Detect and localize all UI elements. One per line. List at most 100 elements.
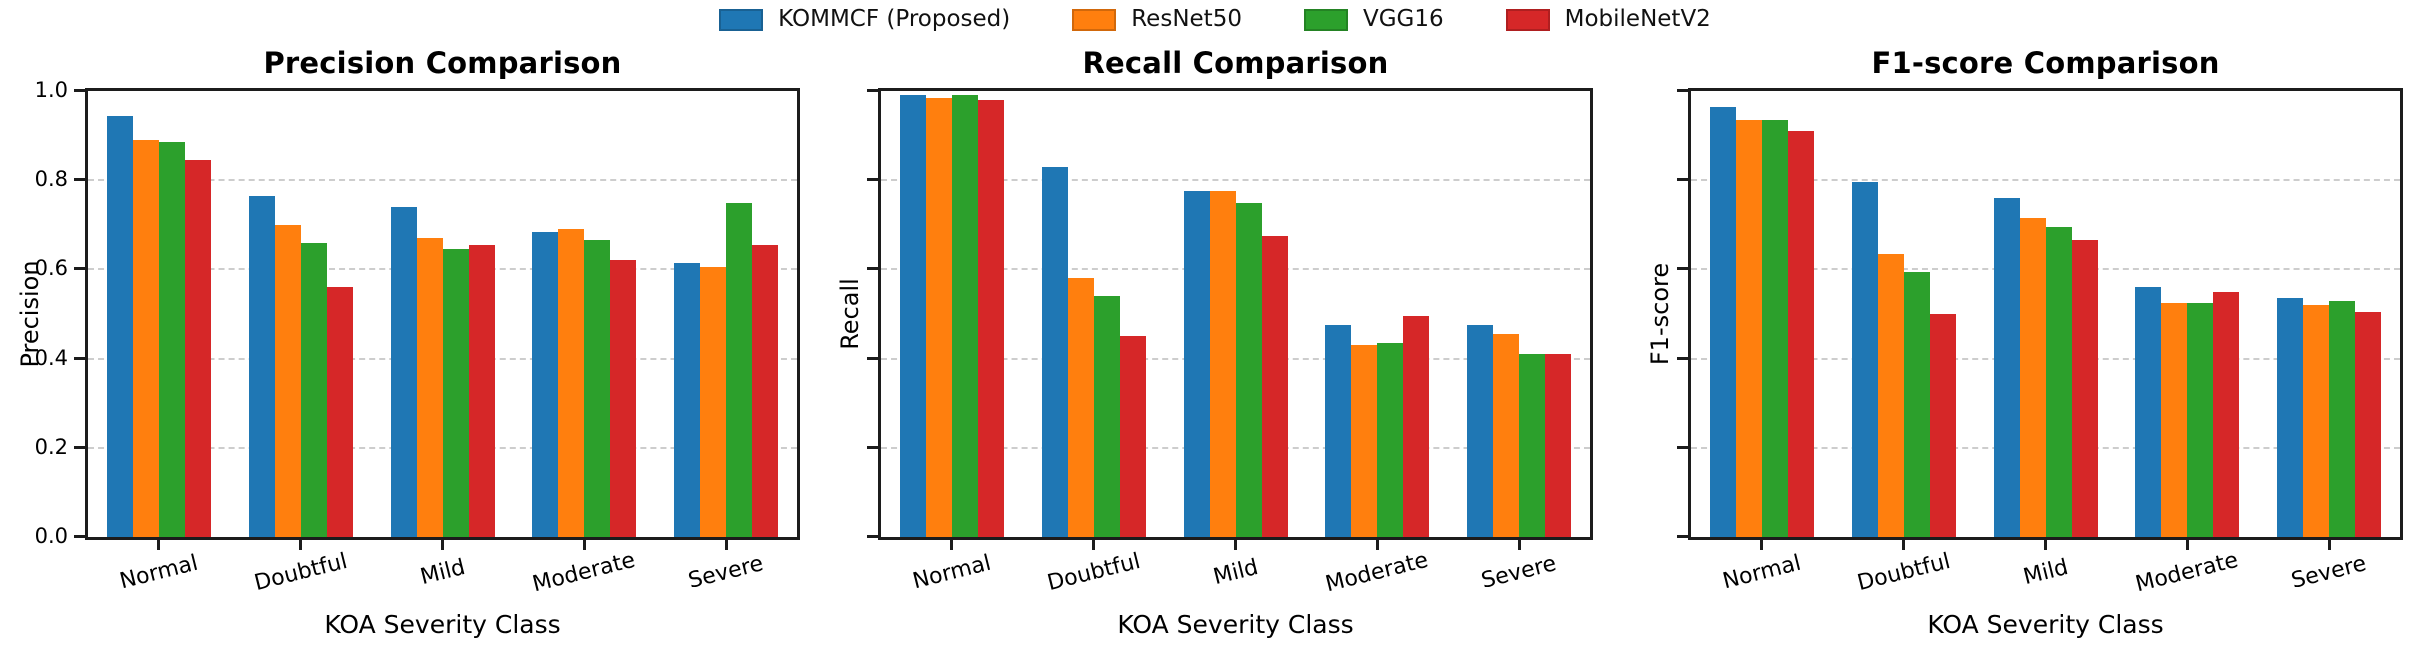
bar-kommcf-proposed-normal bbox=[106, 115, 133, 537]
legend-label: VGG16 bbox=[1362, 6, 1444, 32]
x-tick-label-severe: Severe bbox=[686, 551, 766, 594]
bar-mobilenetv2-normal bbox=[1787, 131, 1814, 537]
bar-resnet50-mild bbox=[416, 238, 443, 537]
bar-mobilenetv2-moderate bbox=[2213, 291, 2240, 537]
x-tick-mark-moderate bbox=[2185, 540, 2189, 550]
bar-resnet50-doubtful bbox=[1877, 253, 1904, 537]
bar-mobilenetv2-normal bbox=[977, 99, 1004, 537]
bar-mobilenetv2-severe bbox=[1545, 354, 1572, 537]
bar-vgg16-moderate bbox=[2187, 302, 2214, 537]
bar-mobilenetv2-doubtful bbox=[1119, 336, 1146, 537]
y-tick-label-0.2: 0.2 bbox=[34, 434, 68, 459]
precision-chart-panel: Precision Comparison Precision KOA Sever… bbox=[0, 0, 810, 656]
x-tick-mark-normal bbox=[1760, 540, 1764, 550]
bar-kommcf-proposed-severe bbox=[1467, 325, 1494, 537]
bar-resnet50-mild bbox=[2019, 218, 2046, 537]
legend-label: KOMMCF (Proposed) bbox=[778, 6, 1011, 32]
y-tick-mark-0.4 bbox=[867, 356, 878, 360]
y-tick-mark-0.0 bbox=[74, 535, 85, 538]
bar-resnet50-severe bbox=[700, 267, 727, 537]
bar-kommcf-proposed-severe bbox=[2277, 298, 2304, 537]
legend-swatch-icon bbox=[1303, 8, 1348, 31]
bar-mobilenetv2-severe bbox=[752, 244, 779, 537]
legend-label: ResNet50 bbox=[1131, 6, 1242, 32]
y-tick-label-0.8: 0.8 bbox=[34, 167, 68, 192]
x-tick-label-severe: Severe bbox=[2289, 551, 2369, 594]
y-tick-mark-0.4 bbox=[74, 356, 85, 360]
bar-resnet50-severe bbox=[1493, 334, 1520, 537]
y-tick-mark-0.6 bbox=[1677, 267, 1688, 271]
x-axis-label: KOA Severity Class bbox=[1117, 610, 1354, 639]
bar-resnet50-moderate bbox=[2161, 302, 2188, 537]
bar-vgg16-severe bbox=[1519, 354, 1546, 537]
bar-mobilenetv2-doubtful bbox=[326, 287, 353, 537]
legend-item-kommcf-proposed: KOMMCF (Proposed) bbox=[719, 8, 1010, 31]
y-tick-mark-0.2 bbox=[1677, 445, 1688, 449]
bar-kommcf-proposed-mild bbox=[390, 206, 417, 537]
x-axis-label: KOA Severity Class bbox=[324, 610, 561, 639]
bar-kommcf-proposed-doubtful bbox=[1041, 166, 1068, 537]
bar-vgg16-mild bbox=[442, 249, 469, 537]
y-tick-mark-0.0 bbox=[867, 535, 878, 538]
legend-swatch-icon bbox=[1072, 8, 1117, 31]
x-tick-mark-mild bbox=[441, 540, 444, 550]
legend-label: MobileNetV2 bbox=[1564, 6, 1711, 32]
x-tick-mark-moderate bbox=[582, 540, 586, 550]
chart-title: Precision Comparison bbox=[263, 46, 622, 80]
bar-kommcf-proposed-doubtful bbox=[248, 195, 275, 537]
bar-vgg16-normal bbox=[951, 95, 978, 537]
bar-vgg16-normal bbox=[1761, 120, 1788, 537]
chart-title: Recall Comparison bbox=[1082, 46, 1389, 80]
bar-resnet50-mild bbox=[1209, 191, 1236, 537]
gridline-0.8 bbox=[881, 179, 1590, 182]
x-tick-mark-doubtful bbox=[1902, 540, 1906, 550]
bar-vgg16-mild bbox=[2045, 227, 2072, 537]
x-tick-mark-normal bbox=[157, 540, 161, 550]
bar-kommcf-proposed-normal bbox=[899, 95, 926, 537]
bar-mobilenetv2-mild bbox=[468, 244, 495, 537]
y-tick-mark-0.0 bbox=[1677, 535, 1688, 538]
bar-vgg16-normal bbox=[158, 142, 185, 537]
y-tick-label-0.0: 0.0 bbox=[34, 524, 68, 548]
x-tick-mark-mild bbox=[2044, 540, 2047, 550]
bar-mobilenetv2-normal bbox=[184, 160, 211, 537]
bar-mobilenetv2-severe bbox=[2355, 311, 2382, 537]
x-tick-mark-normal bbox=[950, 540, 954, 550]
y-tick-mark-0.6 bbox=[74, 267, 85, 271]
y-tick-mark-0.6 bbox=[867, 267, 878, 271]
y-tick-mark-0.2 bbox=[867, 445, 878, 449]
bar-resnet50-moderate bbox=[558, 229, 585, 537]
bar-kommcf-proposed-moderate bbox=[1325, 325, 1352, 537]
legend-item-vgg16: VGG16 bbox=[1303, 6, 1444, 32]
bar-vgg16-doubtful bbox=[300, 242, 327, 537]
plot-area bbox=[1688, 88, 2403, 540]
bar-mobilenetv2-doubtful bbox=[1929, 314, 1956, 537]
bar-resnet50-doubtful bbox=[274, 224, 301, 537]
plot-area bbox=[85, 88, 800, 540]
y-tick-label-1.0: 1.0 bbox=[34, 78, 68, 102]
bar-vgg16-doubtful bbox=[1093, 296, 1120, 537]
bar-kommcf-proposed-mild bbox=[1993, 198, 2020, 537]
bar-mobilenetv2-moderate bbox=[1403, 316, 1430, 537]
y-tick-label-0.6: 0.6 bbox=[34, 256, 68, 281]
x-tick-mark-severe bbox=[2327, 540, 2331, 550]
legend-item-resnet50: ResNet50 bbox=[1072, 8, 1242, 31]
bar-vgg16-doubtful bbox=[1903, 271, 1930, 537]
bar-resnet50-normal bbox=[1735, 120, 1762, 537]
bar-kommcf-proposed-moderate bbox=[2135, 287, 2162, 537]
bar-resnet50-normal bbox=[925, 97, 952, 537]
y-axis-label: F1-score bbox=[1646, 262, 1674, 366]
x-axis-label: KOA Severity Class bbox=[1927, 610, 2164, 639]
x-tick-mark-doubtful bbox=[1092, 540, 1096, 550]
bar-mobilenetv2-mild bbox=[1261, 235, 1288, 537]
x-tick-mark-mild bbox=[1234, 540, 1237, 550]
y-tick-mark-0.8 bbox=[74, 178, 85, 182]
bar-kommcf-proposed-severe bbox=[674, 262, 701, 537]
y-tick-mark-0.4 bbox=[1677, 356, 1688, 360]
gridline-0.8 bbox=[88, 179, 797, 182]
x-tick-mark-doubtful bbox=[299, 540, 303, 550]
bar-mobilenetv2-moderate bbox=[610, 260, 637, 537]
bar-resnet50-doubtful bbox=[1067, 278, 1094, 537]
legend-item-mobilenetv2: MobileNetV2 bbox=[1505, 6, 1711, 32]
